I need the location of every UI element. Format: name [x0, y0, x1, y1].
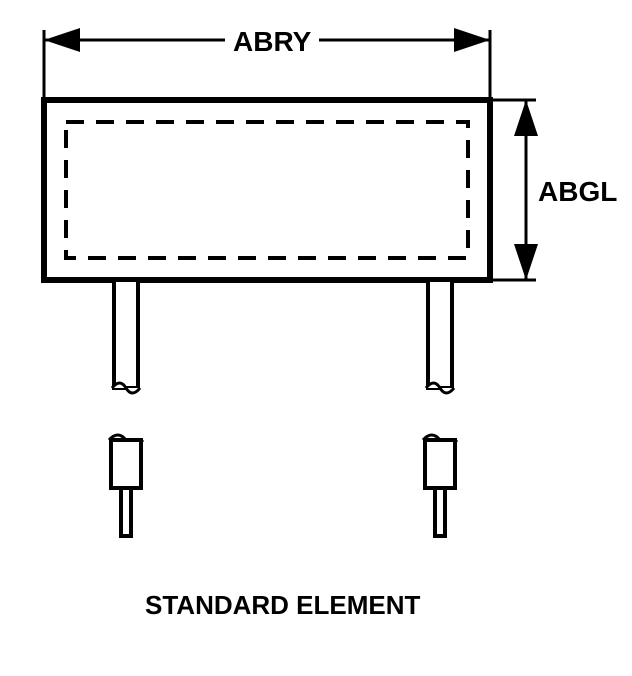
arrow-top	[514, 100, 538, 136]
left-lead	[109, 280, 143, 536]
right-dimension	[490, 100, 538, 280]
arrow-left	[44, 28, 80, 52]
main-box	[44, 100, 490, 280]
height-dimension-label: ABGL	[538, 176, 617, 208]
right-lead	[423, 280, 457, 536]
arrow-right	[454, 28, 490, 52]
width-dimension-label: ABRY	[225, 26, 319, 58]
arrow-bottom	[514, 244, 538, 280]
diagram-container: ABRY ABGL STANDARD ELEMENT	[0, 0, 632, 671]
diagram-svg	[0, 0, 632, 671]
diagram-caption: STANDARD ELEMENT	[145, 590, 420, 621]
